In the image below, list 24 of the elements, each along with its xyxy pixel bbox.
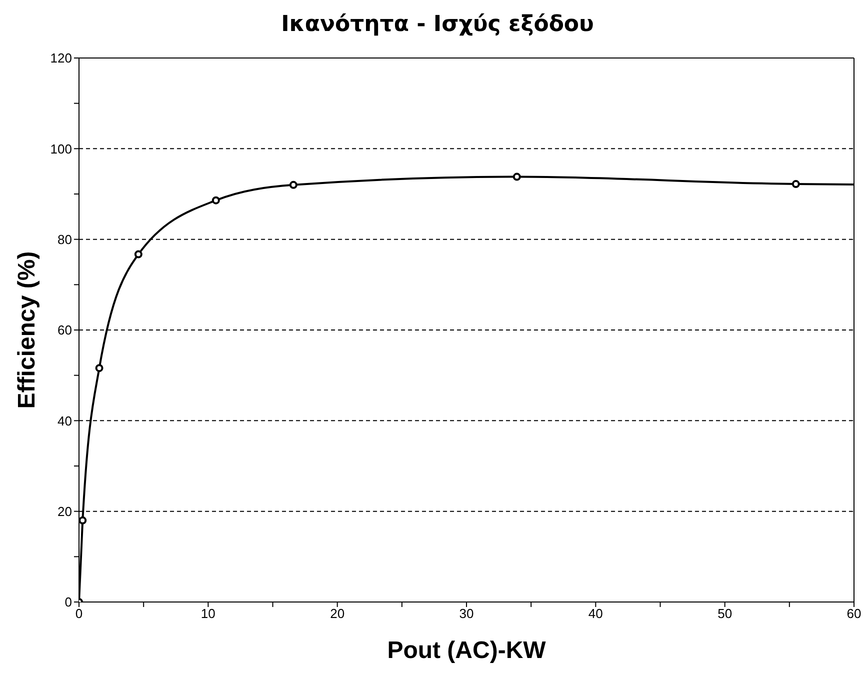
y-tick-label: 60	[58, 322, 72, 338]
x-tick-label: 0	[75, 606, 83, 622]
y-axis-title: Efficiency (%)	[14, 251, 41, 409]
chart-title: Ικανότητα - Ισχύς εξόδου	[280, 12, 595, 37]
y-tick-label: 40	[58, 413, 72, 428]
point	[212, 196, 220, 204]
x-tick-label: 20	[330, 606, 345, 622]
y-tick-label: 100	[50, 141, 72, 156]
point	[134, 250, 142, 258]
y-tick-label: 20	[58, 504, 72, 519]
x-tick-label: 50	[718, 606, 732, 622]
x-tick-label: 30	[459, 606, 474, 622]
point	[792, 180, 800, 188]
x-tick-label: 40	[588, 606, 603, 622]
y-tick-label: 80	[58, 232, 72, 247]
point	[95, 364, 104, 372]
x-tick-label: 60	[846, 606, 862, 622]
point	[79, 516, 87, 524]
y-tick-label: 0	[64, 594, 72, 610]
y-tick-label: 120	[50, 50, 72, 66]
point	[512, 172, 521, 181]
point	[289, 180, 298, 189]
x-tick-label: 10	[200, 606, 216, 622]
x-axis-title: Pout (AC)-KW	[387, 637, 546, 664]
